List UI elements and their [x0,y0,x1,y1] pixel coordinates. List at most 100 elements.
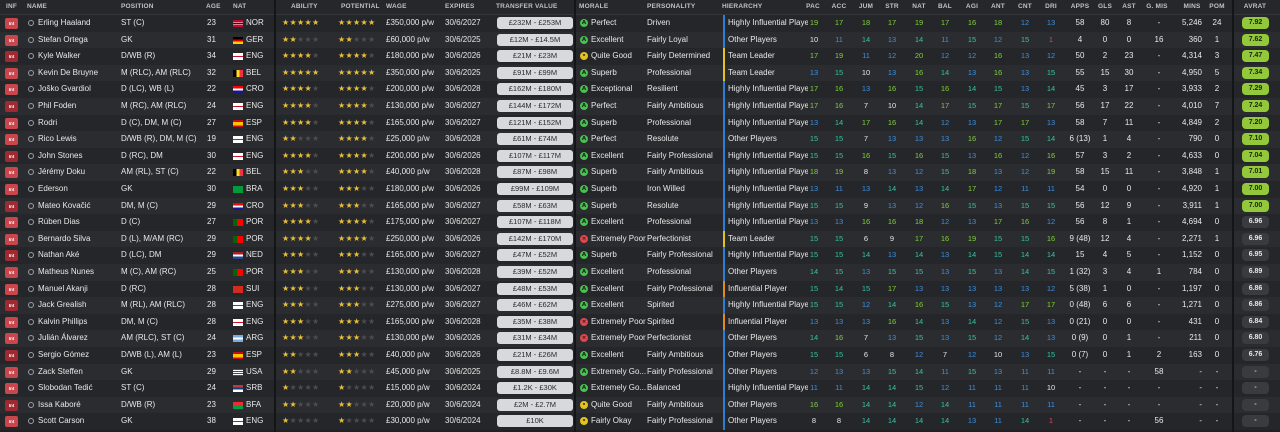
table-row[interactable]: Int Rodri D (C), DM, M (C) 27 ESP ★★★★★ ★★★★★ £… [0,114,1280,132]
role-badge-icon[interactable]: Int [5,150,18,162]
table-row[interactable]: Int Scott Carson GK 38 ENG ★★★★★ ★★★★★ £30,000 … [0,413,1280,430]
role-badge-icon[interactable]: Int [5,167,18,179]
col-apps[interactable]: APPS [1070,3,1090,10]
player-name[interactable]: Ederson [38,184,68,193]
role-badge-icon[interactable]: Int [5,217,18,229]
col-jum[interactable]: JUM [858,3,874,10]
role-badge-icon[interactable]: Int [5,300,18,312]
role-badge-icon[interactable]: Int [5,18,18,29]
player-name[interactable]: Nathan Aké [38,250,80,260]
table-row[interactable]: Int Slobodan Tedić ST (C) 24 SRB ★★★★★ ★★★★★ £1… [0,380,1280,397]
role-badge-icon[interactable]: Int [5,84,18,96]
col-hierarchy[interactable]: HIERARCHY [722,3,763,10]
table-row[interactable]: Int Nathan Aké D (LC), DM 29 NED ★★★★★ ★★★★★ £1… [0,247,1280,264]
role-badge-icon[interactable]: Int [5,67,18,79]
table-row[interactable]: Int Erling Haaland ST (C) 23 NOR ★★★★★ ★★★★★ £3… [0,15,1280,32]
table-row[interactable]: Int Sergio Gómez D/WB (L), AM (L) 23 ESP ★★★★… [0,347,1280,364]
col-ast[interactable]: AST [1122,3,1136,10]
col-name[interactable]: NAME [27,3,47,10]
col-morale[interactable]: MORALE [579,3,609,10]
player-name[interactable]: Rico Lewis [38,134,77,144]
role-badge-icon[interactable]: Int [5,184,18,195]
player-name[interactable]: Kyle Walker [38,51,81,61]
col-mins[interactable]: MINS [1183,3,1201,10]
player-name[interactable]: Rodri [38,117,58,127]
col-gls[interactable]: GLS [1098,3,1112,10]
table-row[interactable]: Int John Stones D (RC), DM 30 ENG ★★★★★ ★★★★★ £… [0,147,1280,165]
role-badge-icon[interactable]: Int [5,233,18,245]
col-inf[interactable]: INF [6,3,18,10]
table-row[interactable]: Int Kalvin Phillips DM, M (C) 28 ENG ★★★★★ ★★★… [0,313,1280,331]
col-avrat[interactable]: AVRAT [1243,3,1267,10]
player-name[interactable]: Sergio Gómez [38,350,90,359]
player-name[interactable]: Jérémy Doku [38,167,86,177]
table-row[interactable]: Int Kevin De Bruyne M (RLC), AM (RLC) 32 BEL… [0,64,1280,82]
col-position[interactable]: POSITION [121,3,154,10]
table-row[interactable]: Int Bernardo Silva D (L), M/AM (RC) 29 POR ★★… [0,230,1280,248]
role-badge-icon[interactable]: Int [5,283,18,295]
col-gmis[interactable]: G. MIS [1146,3,1168,10]
role-badge-icon[interactable]: Int [5,366,18,378]
role-badge-icon[interactable]: Int [5,383,18,395]
table-row[interactable]: Int Manuel Akanji D (RC) 28 SUI ★★★★★ ★★★★★ £13… [0,280,1280,298]
role-badge-icon[interactable]: Int [5,51,18,63]
table-row[interactable]: Int Zack Steffen GK 29 USA ★★★★★ ★★★★★ £45,000 … [0,363,1280,381]
role-badge-icon[interactable]: Int [5,34,18,46]
table-row[interactable]: Int Kyle Walker D/WB (R) 34 ENG ★★★★★ ★★★★★ £18… [0,48,1280,65]
col-nat-attr[interactable]: NAT [912,3,926,10]
col-agi[interactable]: AGI [965,3,979,10]
col-wage[interactable]: WAGE [386,3,407,10]
table-row[interactable]: Int Julián Álvarez AM (RLC), ST (C) 24 ARG ★★… [0,330,1280,347]
table-row[interactable]: Int Mateo Kovačić DM, M (C) 29 CRO ★★★★★ ★★★★★… [0,197,1280,215]
col-cnt[interactable]: CNT [1018,3,1032,10]
role-badge-icon[interactable]: Int [5,200,18,212]
table-row[interactable]: Int Jérémy Doku AM (RL), ST (C) 22 BEL ★★★★★ ★… [0,164,1280,181]
table-row[interactable]: Int Stefan Ortega GK 31 GER ★★★★★ ★★★★★ £60,000… [0,31,1280,49]
col-age[interactable]: AGE [206,3,221,10]
player-name[interactable]: John Stones [38,150,83,160]
player-name[interactable]: Joško Gvardiol [38,84,91,94]
player-name[interactable]: Kevin De Bruyne [38,67,99,77]
col-nat[interactable]: NAT [233,3,247,10]
col-ant[interactable]: ANT [991,3,1005,10]
table-row[interactable]: Int Joško Gvardiol D (LC), WB (L) 22 CRO ★★★★… [0,81,1280,98]
player-name[interactable]: Slobodan Tedić [38,383,93,393]
role-badge-icon[interactable]: Int [5,267,18,278]
col-pac[interactable]: PAC [806,3,820,10]
col-ability[interactable]: ABILITY [291,3,318,10]
role-badge-icon[interactable]: Int [5,333,18,345]
player-name[interactable]: Matheus Nunes [38,267,95,276]
player-name[interactable]: Bernardo Silva [38,233,91,243]
col-acc[interactable]: ACC [831,3,847,10]
role-badge-icon[interactable]: Int [5,399,18,411]
role-badge-icon[interactable]: Int [5,250,18,262]
table-row[interactable]: Int Issa Kaboré D/WB (R) 23 BFA ★★★★★ ★★★★★ £20… [0,396,1280,414]
player-name[interactable]: Rúben Dias [38,217,80,227]
player-name[interactable]: Julián Álvarez [38,333,88,343]
role-badge-icon[interactable]: Int [5,134,18,146]
role-badge-icon[interactable]: Int [5,101,18,112]
table-row[interactable]: Int Phil Foden M (RC), AM (RLC) 24 ENG ★★★★★ ★… [0,98,1280,115]
player-name[interactable]: Mateo Kovačić [38,200,91,210]
table-row[interactable]: Int Rúben Dias D (C) 27 POR ★★★★★ ★★★★★ £175,00… [0,214,1280,231]
role-badge-icon[interactable]: Int [5,416,18,428]
table-row[interactable]: Int Ederson GK 30 BRA ★★★★★ ★★★★★ £180,000 p/w 3… [0,181,1280,198]
role-badge-icon[interactable]: Int [5,117,18,129]
player-name[interactable]: Issa Kaboré [38,399,81,409]
table-row[interactable]: Int Rico Lewis D/WB (R), DM, M (C) 19 ENG ★★★… [0,131,1280,148]
col-expires[interactable]: EXPIRES [445,3,475,10]
col-pom[interactable]: POM [1209,3,1225,10]
player-name[interactable]: Jack Grealish [38,300,87,310]
col-personality[interactable]: PERSONALITY [647,3,696,10]
player-name[interactable]: Zack Steffen [38,366,83,376]
player-name[interactable]: Scott Carson [38,416,85,426]
col-bal[interactable]: BAL [938,3,952,10]
table-row[interactable]: Int Matheus Nunes M (C), AM (RC) 25 POR ★★★★★… [0,264,1280,281]
player-name[interactable]: Stefan Ortega [38,34,88,44]
col-str[interactable]: STR [885,3,899,10]
col-transfer-value[interactable]: TRANSFER VALUE [496,3,558,10]
col-dri[interactable]: DRI [1045,3,1057,10]
table-row[interactable]: Int Jack Grealish M (RL), AM (RLC) 28 ENG ★★★… [0,297,1280,314]
role-badge-icon[interactable]: Int [5,350,18,361]
player-name[interactable]: Manuel Akanji [38,283,88,293]
